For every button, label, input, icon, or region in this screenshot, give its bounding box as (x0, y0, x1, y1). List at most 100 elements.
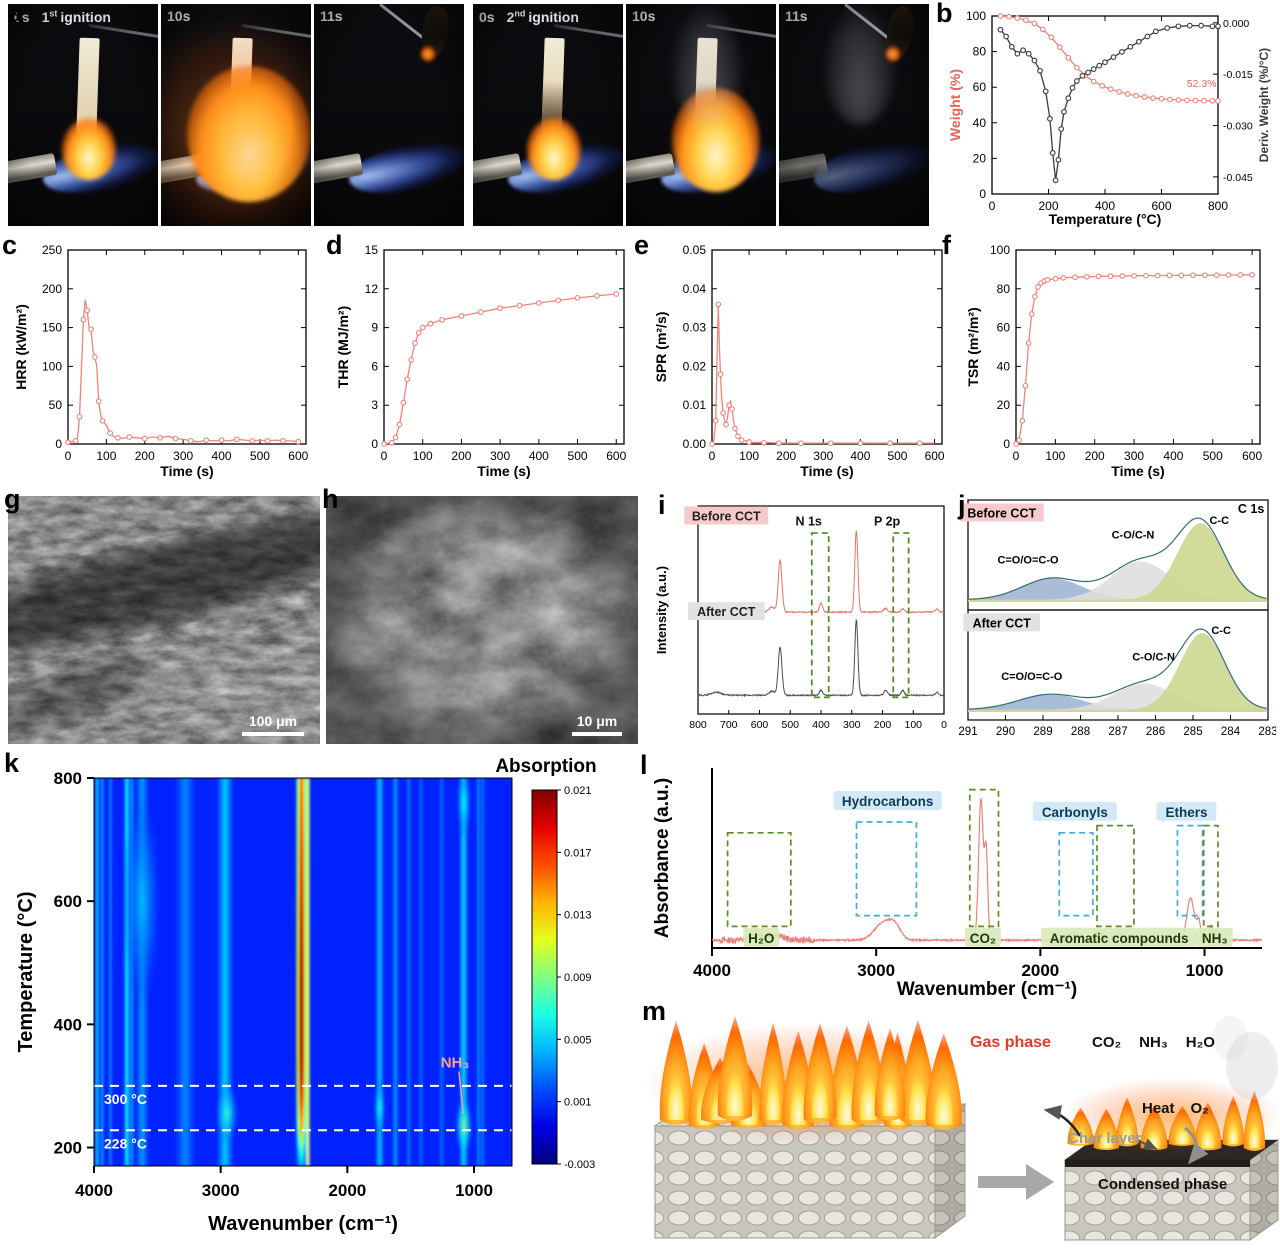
ignition-photo-5: 10s (626, 4, 776, 226)
svg-text:3: 3 (371, 398, 378, 412)
svg-text:500: 500 (887, 449, 907, 463)
heat-label: Heat (1142, 1100, 1175, 1117)
svg-text:0: 0 (381, 449, 388, 463)
h2o-label: H₂O (1185, 1034, 1215, 1051)
svg-text:285: 285 (1183, 726, 1202, 738)
condensed-phase-label: Condensed phase (1098, 1176, 1228, 1193)
svg-text:0.000: 0.000 (1223, 18, 1249, 30)
svg-text:288: 288 (1071, 726, 1090, 738)
svg-text:C-O/C-N: C-O/C-N (1112, 529, 1155, 541)
svg-text:12: 12 (365, 282, 379, 296)
svg-text:4000: 4000 (693, 961, 731, 980)
chart-spr: 0 100 200 300 400 500 600 0.00 0.01 0.02 0.03 0.04 0… (652, 240, 956, 484)
svg-text:400: 400 (850, 449, 870, 463)
scale-bar-line (242, 732, 304, 736)
svg-text:60: 60 (997, 321, 1011, 335)
svg-text:600: 600 (925, 449, 945, 463)
nh3-label: NH₃ (1139, 1034, 1168, 1051)
svg-text:HRR (kW/m²): HRR (kW/m²) (13, 304, 29, 390)
panel-label-i: i (658, 490, 666, 520)
svg-text:300: 300 (1124, 449, 1144, 463)
panel-label-h: h (322, 484, 339, 514)
svg-text:500: 500 (568, 449, 588, 463)
svg-text:200: 200 (1085, 449, 1105, 463)
svg-text:200: 200 (451, 449, 471, 463)
svg-text:0.04: 0.04 (683, 282, 707, 296)
svg-text:300 °C: 300 °C (104, 1091, 147, 1107)
panel-label-e: e (634, 230, 650, 260)
svg-text:Before CCT: Before CCT (692, 509, 761, 523)
svg-text:Absorbance (a.u.): Absorbance (a.u.) (652, 778, 673, 938)
o2-label: O₂ (1190, 1100, 1209, 1117)
sem-texture (8, 496, 320, 744)
panel-label-m: m (642, 996, 667, 1026)
svg-text:40: 40 (973, 116, 987, 130)
co2-label: CO₂ (1092, 1034, 1122, 1051)
svg-text:N 1s: N 1s (795, 515, 821, 529)
scale-bar-label: 100 μm (248, 713, 298, 729)
svg-text:400: 400 (54, 1015, 82, 1034)
svg-text:800: 800 (1208, 199, 1228, 213)
svg-text:200: 200 (135, 449, 155, 463)
sem-image-low-mag: 100 μm (8, 496, 320, 744)
svg-text:100: 100 (413, 449, 433, 463)
svg-text:150: 150 (42, 321, 62, 335)
svg-text:100: 100 (1045, 449, 1065, 463)
chart-tga: 0 200 400 600 800 0 20 40 60 80 100 0.000 -0.015 -0.0… (946, 6, 1276, 232)
svg-text:52.3%: 52.3% (1187, 78, 1217, 90)
svg-text:4000: 4000 (75, 1181, 113, 1200)
svg-text:Weight (%): Weight (%) (947, 69, 963, 141)
gas-species-labels: CO₂ NH₃ H₂O (1092, 1034, 1215, 1051)
svg-text:0: 0 (65, 449, 72, 463)
svg-text:600: 600 (54, 892, 82, 911)
panel-label-d: d (326, 230, 343, 260)
svg-text:C 1s: C 1s (1238, 502, 1264, 516)
svg-text:20: 20 (973, 151, 987, 165)
svg-text:Absorption: Absorption (495, 756, 596, 777)
svg-text:600: 600 (1151, 199, 1171, 213)
svg-text:50: 50 (49, 398, 63, 412)
svg-text:Hydrocarbons: Hydrocarbons (842, 794, 934, 809)
svg-text:C=O/O=C-O: C=O/O=C-O (997, 555, 1059, 567)
svg-text:80: 80 (997, 282, 1011, 296)
svg-text:400: 400 (212, 449, 232, 463)
chart-thr: 0 100 200 300 400 500 600 0 3 6 9 12 15 Time (s) THR (… (334, 240, 638, 484)
svg-text:200: 200 (42, 282, 62, 296)
chart-hrr: 0 100 200 300 400 500 600 0 50 100 150 200 250 Time (… (12, 240, 320, 484)
photo-vignette (161, 4, 311, 226)
svg-text:2000: 2000 (1021, 961, 1059, 980)
svg-text:H₂O: H₂O (748, 931, 774, 946)
svg-text:100: 100 (42, 359, 62, 373)
svg-text:Time (s): Time (s) (1111, 463, 1164, 479)
svg-text:291: 291 (958, 726, 977, 738)
svg-text:Deriv. Weight (%/°C): Deriv. Weight (%/°C) (1257, 48, 1271, 162)
svg-text:0: 0 (989, 199, 996, 213)
scale-bar-line (572, 732, 622, 736)
svg-text:0.01: 0.01 (683, 398, 707, 412)
sem-image-high-mag: 10 μm (326, 496, 638, 744)
ignition-photo-2: 10s (161, 4, 311, 226)
svg-text:800: 800 (689, 719, 707, 731)
svg-text:80: 80 (973, 45, 987, 59)
svg-text:100: 100 (739, 449, 759, 463)
mechanism-canvas (645, 1016, 1280, 1241)
svg-text:200: 200 (1038, 199, 1058, 213)
svg-text:200: 200 (874, 719, 892, 731)
svg-text:284: 284 (1221, 726, 1241, 738)
photo-vignette (473, 4, 623, 226)
svg-text:600: 600 (1242, 449, 1262, 463)
svg-text:600: 600 (751, 719, 769, 731)
ignition-photo-6: 11s (779, 4, 929, 226)
svg-text:3000: 3000 (857, 961, 895, 980)
svg-text:-0.003: -0.003 (564, 1159, 595, 1171)
svg-text:286: 286 (1146, 726, 1165, 738)
svg-text:Wavenumber (cm⁻¹): Wavenumber (cm⁻¹) (897, 979, 1077, 1000)
svg-text:-0.045: -0.045 (1223, 172, 1253, 184)
svg-text:20: 20 (997, 398, 1011, 412)
panel-label-c: c (2, 230, 18, 260)
svg-text:500: 500 (250, 449, 270, 463)
svg-text:300: 300 (173, 449, 193, 463)
svg-text:THR (MJ/m²): THR (MJ/m²) (335, 306, 351, 388)
svg-text:1000: 1000 (455, 1181, 493, 1200)
chart-tsr: 0 100 200 300 400 500 600 0 20 40 60 80 100 Time (s) T… (964, 240, 1274, 484)
